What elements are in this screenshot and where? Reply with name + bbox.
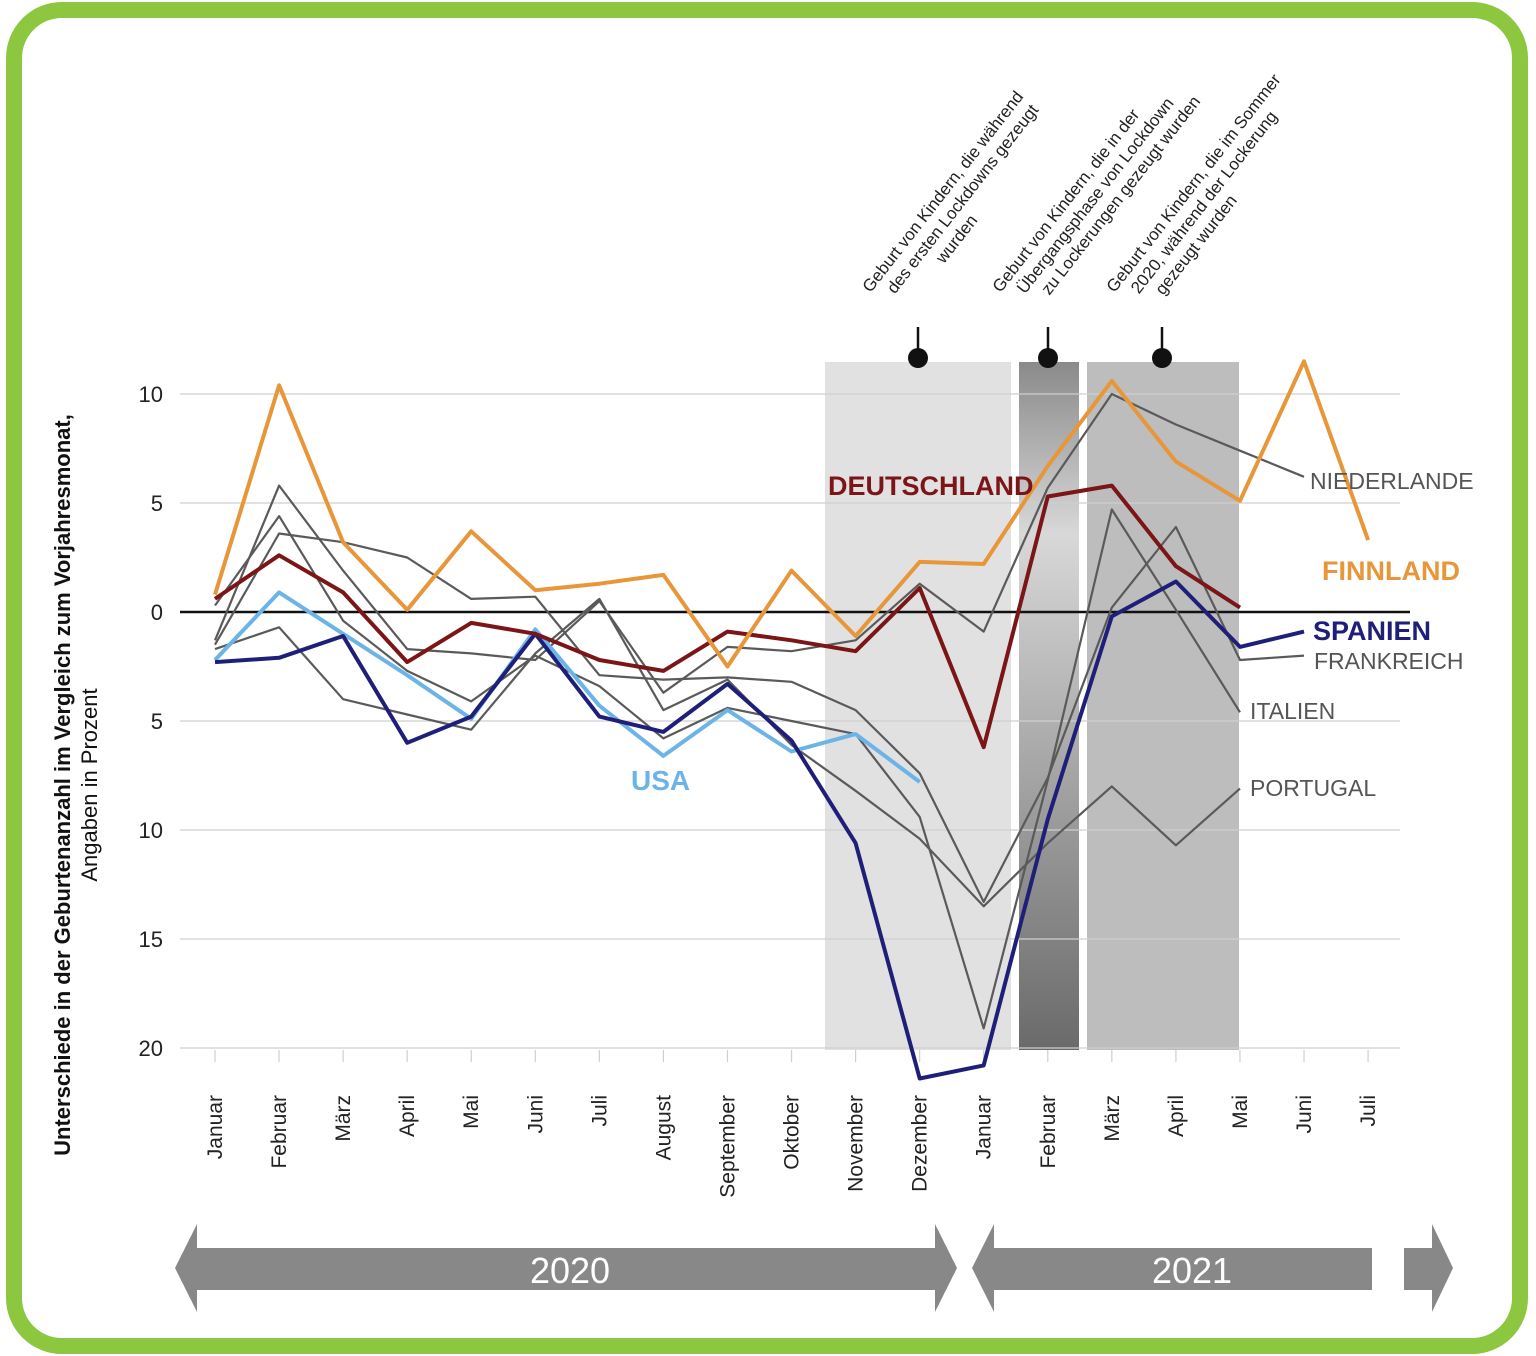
y-axis-title-note: Angaben in Prozent <box>77 688 102 881</box>
series-line <box>214 508 1241 1030</box>
x-tick-label: März <box>1101 1095 1124 1142</box>
frame <box>6 2 1528 1354</box>
annotation: Geburt von Kindern, die im Sommer2020, w… <box>1103 70 1317 320</box>
annotation-dot <box>908 348 928 368</box>
series-label: DEUTSCHLAND <box>828 471 1034 501</box>
year-arrow <box>972 1224 1372 1312</box>
series-line <box>213 483 1242 750</box>
year-label: 2020 <box>530 1250 610 1291</box>
x-tick-label: Februar <box>1037 1095 1060 1169</box>
y-tick-label: 20 <box>139 1036 163 1061</box>
y-tick-label: 5 <box>151 709 163 734</box>
y-axis-title-main: Unterschiede in der Geburtenanzahl im Ve… <box>50 414 75 1156</box>
series-line <box>214 597 1241 908</box>
year-label: 2021 <box>1152 1250 1232 1291</box>
period-shade <box>1087 362 1239 1050</box>
x-tick-label: Oktober <box>781 1095 804 1170</box>
x-tick-label: Juni <box>524 1095 547 1134</box>
x-tick-label: Januar <box>973 1095 996 1159</box>
series-label: FINNLAND <box>1322 556 1460 586</box>
annotation-dot <box>1038 348 1058 368</box>
x-tick-label: Juli <box>588 1095 611 1127</box>
series-label: FRANKREICH <box>1314 648 1464 674</box>
series-line <box>213 392 1305 694</box>
x-tick-label: November <box>845 1095 868 1192</box>
y-tick-label: 15 <box>139 927 163 952</box>
x-tick-label: April <box>396 1095 419 1137</box>
series-label: ITALIEN <box>1250 698 1335 724</box>
x-tick-label: Juli <box>1357 1095 1380 1127</box>
x-tick-label: Februar <box>268 1095 291 1169</box>
series-label: PORTUGAL <box>1250 775 1376 801</box>
series-label: NIEDERLANDE <box>1310 468 1474 494</box>
year-arrow <box>1404 1224 1453 1312</box>
x-tick-label: Dezember <box>909 1095 932 1192</box>
series-line <box>214 525 1305 903</box>
x-tick-label: April <box>1165 1095 1188 1137</box>
x-tick-label: Januar <box>204 1095 227 1159</box>
series-line <box>213 590 921 784</box>
series-line <box>214 579 1305 1081</box>
x-tick-label: August <box>652 1095 675 1161</box>
y-tick-label: 5 <box>151 491 163 516</box>
x-tick-label: Juni <box>1293 1095 1316 1134</box>
y-tick-label: 0 <box>151 600 163 625</box>
annotation-dot <box>1152 348 1172 368</box>
year-arrow <box>175 1224 957 1312</box>
series-label: SPANIEN <box>1313 616 1431 646</box>
y-tick-label: 10 <box>139 382 163 407</box>
y-axis-title: Unterschiede in der Geburtenanzahl im Ve… <box>50 414 102 1156</box>
x-tick-label: Mai <box>460 1095 483 1129</box>
x-tick-label: März <box>332 1095 355 1142</box>
period-shade <box>1019 362 1079 1050</box>
period-shade <box>825 362 1011 1050</box>
series-label: USA <box>631 765 690 796</box>
x-tick-label: September <box>716 1095 739 1198</box>
y-tick-label: 10 <box>139 818 163 843</box>
x-tick-label: Mai <box>1229 1095 1252 1129</box>
series-line <box>213 359 1370 669</box>
